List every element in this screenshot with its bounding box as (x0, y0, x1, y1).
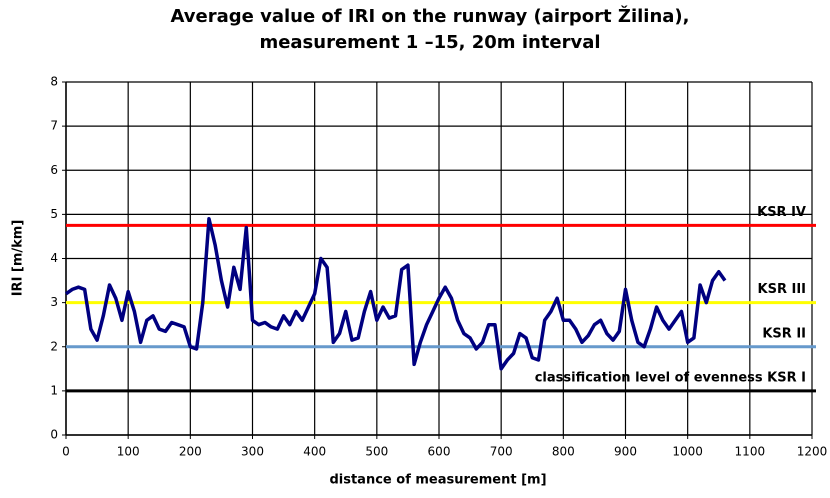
reference-label: classification level of evenness KSR I (535, 370, 806, 385)
reference-label: KSR III (758, 282, 806, 297)
x-tick-label: 900 (614, 445, 637, 459)
x-tick-label: 200 (179, 445, 202, 459)
y-tick-label: 6 (50, 163, 58, 177)
reference-label: KSR IV (757, 205, 806, 220)
y-tick-label: 4 (50, 251, 58, 265)
x-tick-label: 1100 (735, 445, 766, 459)
x-tick-label: 600 (428, 445, 451, 459)
y-tick-label: 2 (50, 339, 58, 353)
reference-label: KSR II (762, 326, 806, 341)
y-tick-label: 3 (50, 295, 58, 309)
y-tick-label: 7 (50, 119, 58, 133)
x-tick-label: 1000 (672, 445, 703, 459)
x-axis-title: distance of measurement [m] (329, 473, 546, 488)
x-tick-label: 400 (303, 445, 326, 459)
y-tick-label: 1 (50, 383, 58, 397)
x-tick-label: 0 (62, 445, 70, 459)
x-tick-label: 100 (117, 445, 140, 459)
x-tick-label: 800 (552, 445, 575, 459)
y-tick-label: 0 (50, 428, 58, 442)
x-tick-label: 500 (365, 445, 388, 459)
x-tick-label: 300 (241, 445, 264, 459)
y-tick-label: 5 (50, 207, 58, 221)
chart-title: measurement 1 –15, 20m interval (259, 32, 600, 53)
data-line (64, 217, 727, 371)
x-tick-label: 1200 (797, 445, 828, 459)
y-axis-title: IRI [m/km] (11, 220, 26, 297)
x-tick-label: 700 (490, 445, 513, 459)
y-tick-label: 8 (50, 75, 58, 89)
chart-title: Average value of IRI on the runway (airp… (170, 5, 689, 27)
